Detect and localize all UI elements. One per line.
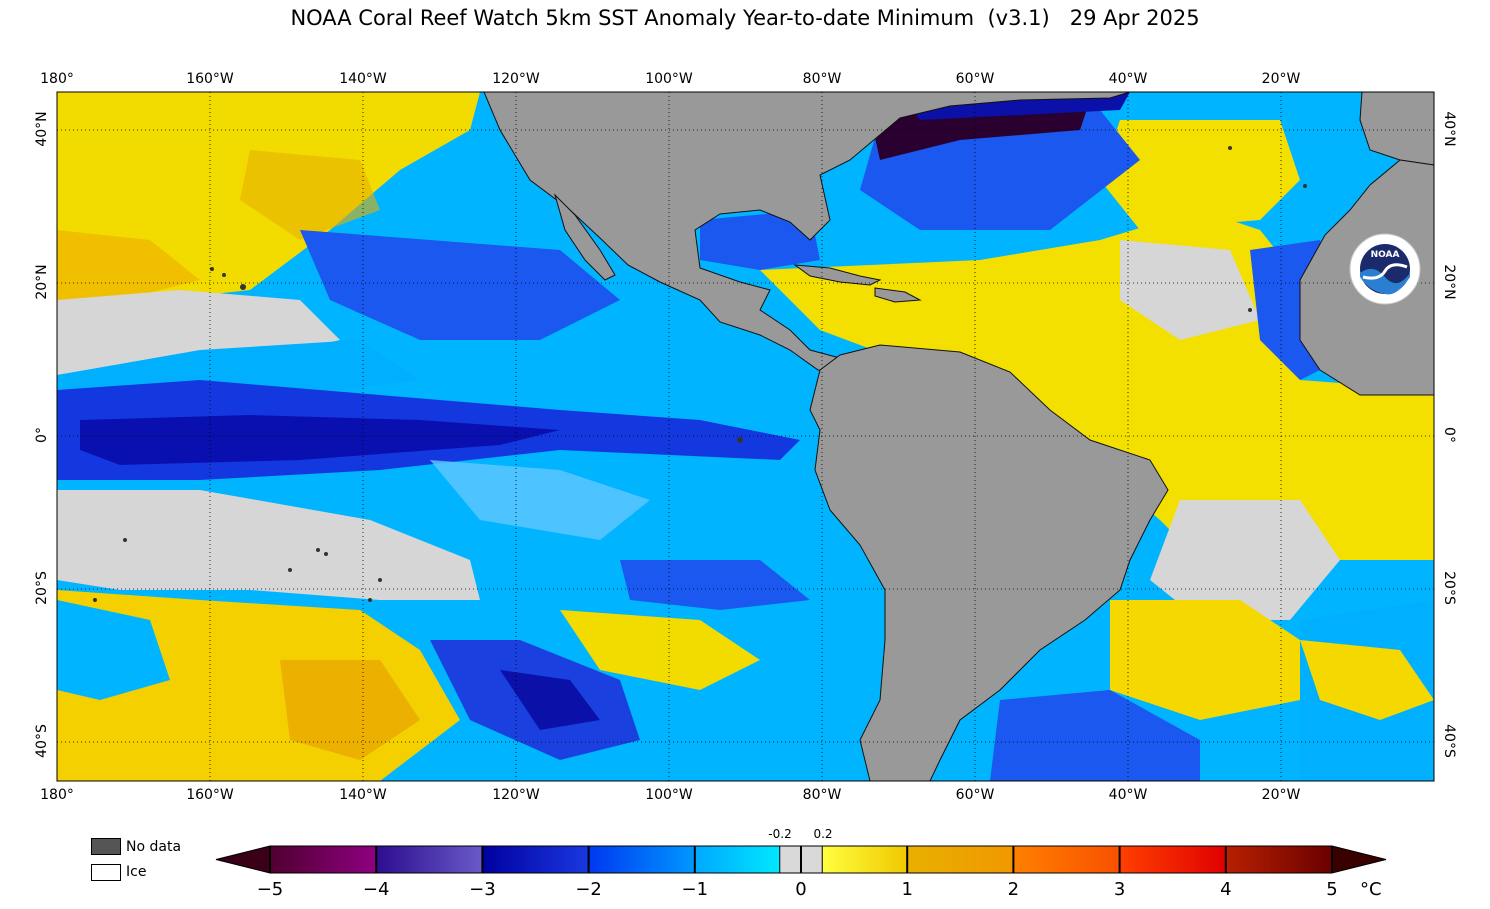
lon-label-bottom: 160°W (186, 787, 234, 803)
lat-label-left: 40°N (34, 111, 50, 147)
lon-label-bottom: 60°W (955, 787, 995, 803)
lon-label-bottom: 20°W (1261, 787, 1301, 803)
gridlines (57, 92, 1434, 781)
colorbar-small-label: -0.2 (768, 827, 792, 841)
colorbar-small-label: 0.2 (813, 827, 833, 841)
lon-label-bottom: 40°W (1108, 787, 1148, 803)
lat-label-left: 40°S (34, 724, 50, 758)
lat-label-left: 0° (34, 427, 50, 443)
lon-label-bottom: 140°W (339, 787, 387, 803)
colorbar-tick-label: 1 (901, 879, 913, 900)
lon-label-bottom: 80°W (802, 787, 842, 803)
colorbar-tick-label: −5 (256, 879, 284, 900)
lon-label-top: 60°W (955, 71, 995, 87)
colorbar-unit: °C (1360, 879, 1382, 900)
colorbar-tick-label: −4 (362, 879, 390, 900)
colorbar-tick-label: −1 (681, 879, 709, 900)
land (483, 92, 1434, 781)
lon-label-top: 140°W (339, 71, 387, 87)
ocean-field (57, 92, 1434, 781)
lat-label-left: 20°N (34, 264, 50, 300)
islands (93, 146, 1307, 602)
colorbar-tick-label: 4 (1220, 879, 1232, 900)
no-data-swatch (91, 838, 121, 855)
colorbar-tick-label: 5 (1326, 879, 1338, 900)
colorbar-tick-label: −2 (575, 879, 602, 900)
lon-label-top: 80°W (802, 71, 842, 87)
colorbar-tick-label: −3 (469, 879, 496, 900)
noaa-logo-icon: NOAA (1349, 233, 1421, 305)
lat-label-right: 40°S (1441, 724, 1457, 758)
lat-label-right: 20°S (1441, 571, 1457, 605)
no-data-label: No data (126, 839, 182, 855)
lon-label-top: 40°W (1108, 71, 1148, 87)
lon-label-bottom: 180° (40, 787, 74, 803)
lat-label-right: 0° (1441, 427, 1457, 443)
lat-label-left: 20°S (34, 571, 50, 605)
logo-text: NOAA (1371, 250, 1400, 260)
lon-label-top: 160°W (186, 71, 234, 87)
lat-label-right: 40°N (1441, 111, 1457, 147)
lat-label-right: 20°N (1441, 264, 1457, 300)
colorbar-tick-label: 3 (1113, 879, 1126, 900)
lon-label-top: 180° (40, 71, 74, 87)
map-title: NOAA Coral Reef Watch 5km SST Anomaly Ye… (290, 6, 1200, 30)
lon-label-bottom: 120°W (492, 787, 540, 803)
lon-label-top: 100°W (645, 71, 693, 87)
ice-swatch (91, 864, 121, 881)
map-frame (56, 91, 1435, 782)
lon-label-top: 20°W (1261, 71, 1301, 87)
colorbar-tick-label: 0 (795, 879, 807, 900)
lon-label-bottom: 100°W (645, 787, 693, 803)
ice-label: Ice (126, 864, 147, 880)
lon-label-top: 120°W (492, 71, 540, 87)
colorbar-tick-label: 2 (1007, 879, 1020, 900)
